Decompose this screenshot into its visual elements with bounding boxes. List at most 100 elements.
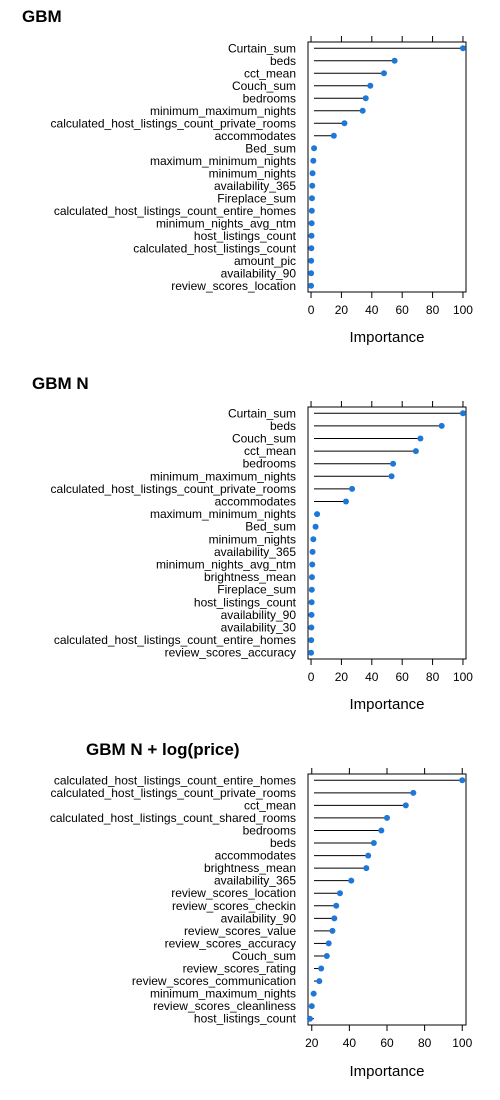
item-label: Couch_sum [232,949,296,963]
item-label: cct_mean [244,798,296,812]
data-point [306,1015,313,1022]
item-label: beds [270,54,296,68]
data-point [308,195,315,202]
x-axis-label: Importance [349,329,424,346]
item-label: bedrooms [243,91,296,105]
data-point [329,927,336,934]
item-label: calculated_host_listings_count_entire_ho… [54,633,296,647]
data-point [310,157,317,164]
x-tick-label: 60 [396,670,410,684]
x-tick-label: 20 [305,1036,319,1050]
item-label: minimum_nights [209,532,296,546]
item-label: Fireplace_sum [217,191,296,205]
data-point [308,220,315,227]
data-point [402,802,409,809]
plot-frame [307,773,467,1026]
data-point [459,777,466,784]
item-label: accommodates [215,495,296,509]
x-tick-label: 0 [308,670,315,684]
data-point [308,232,315,239]
data-point [330,132,337,139]
x-tick-label: 100 [452,1036,472,1050]
data-point [308,257,315,264]
chart-title: GBM N [32,374,89,393]
item-label: minimum_maximum_nights [150,469,296,483]
x-tick-label: 60 [396,303,410,317]
data-point [310,536,317,543]
item-label: accommodates [215,849,296,863]
item-label: minimum_nights [209,166,296,180]
x-tick-label: 60 [380,1036,394,1050]
data-point [363,865,370,872]
chart-title: GBM N + log(price) [86,740,239,759]
x-tick-label: 80 [418,1036,432,1050]
item-label: cct_mean [244,444,296,458]
item-label: minimum_maximum_nights [150,104,296,118]
item-label: review_scores_cleanliness [153,999,296,1013]
x-tick-label: 80 [426,670,440,684]
data-point [308,624,315,631]
data-point [308,611,315,618]
chart-panel-2: GBM N 0 20 40 60 80 100 Importance Curtain_sumbe… [32,374,473,713]
x-tick-label: 100 [453,670,473,684]
item-label: calculated_host_listings_count_private_r… [51,482,296,496]
data-point [311,145,318,152]
data-point [362,95,369,102]
data-point [318,965,325,972]
data-point [365,852,372,859]
item-label: Curtain_sum [228,406,296,420]
item-label: minimum_maximum_nights [150,987,296,1001]
data-point [388,473,395,480]
x-tick-label: 40 [365,303,379,317]
data-point [359,107,366,114]
data-point [310,990,317,997]
item-label: availability_30 [221,621,297,635]
item-label: host_listings_count [194,229,297,243]
item-label: Couch_sum [232,432,296,446]
item-label: review_scores_location [171,279,296,293]
x-tick-label: 40 [365,670,379,684]
data-point [309,182,316,189]
item-label: review_scores_location [171,886,296,900]
item-label: review_scores_accuracy [165,936,296,950]
plot-frame [307,406,467,660]
data-point [309,548,316,555]
data-point [341,120,348,127]
item-label: brightness_mean [204,861,296,875]
item-label: availability_90 [221,911,297,925]
data-point [384,814,390,821]
data-point [378,827,385,834]
item-label: availability_90 [221,266,297,280]
data-point [331,915,338,922]
item-label: Bed_sum [245,141,296,155]
plot-frame [307,41,467,293]
data-point [333,902,340,909]
item-label: cct_mean [244,66,296,80]
data-point [312,523,319,530]
item-label: Curtain_sum [228,41,296,55]
data-point [308,270,315,277]
item-label: Bed_sum [245,520,296,534]
item-label: calculated_host_listings_count_entire_ho… [54,204,296,218]
item-label: Couch_sum [232,79,296,93]
item-label: maximum_minimum_nights [150,507,296,521]
data-point [390,460,397,467]
item-label: host_listings_count [194,595,297,609]
x-tick-label: 100 [453,303,473,317]
item-label: availability_90 [221,608,297,622]
item-label: availability_365 [214,179,296,193]
item-label: calculated_host_listings_count_entire_ho… [54,773,296,787]
item-label: beds [270,419,296,433]
item-label: maximum_minimum_nights [150,154,296,168]
item-label: host_listings_count [194,1012,297,1026]
x-tick-label: 20 [335,303,349,317]
item-label: brightness_mean [204,570,296,584]
data-point [412,448,419,455]
item-label: amount_pic [234,254,296,268]
data-point [417,435,424,442]
item-label: accommodates [215,129,296,143]
chart-panel-1: GBM 0 20 40 60 80 100 Importance Curtain_sumbeds… [22,7,473,346]
data-point [308,207,315,214]
data-point [391,57,398,64]
